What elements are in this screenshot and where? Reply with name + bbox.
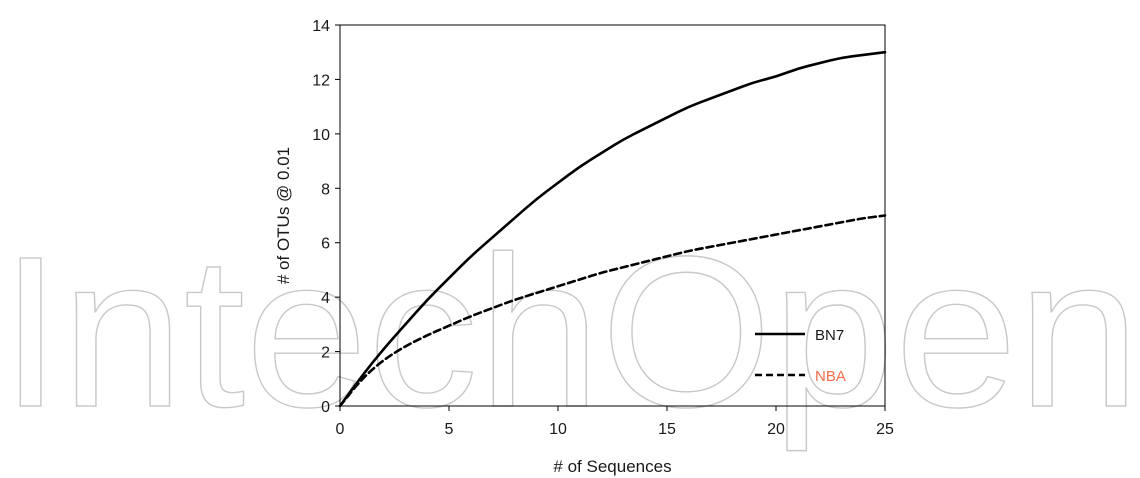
plot-area-frame bbox=[339, 24, 886, 407]
legend-label-nba: NBA bbox=[815, 368, 846, 385]
legend: BN7 NBA bbox=[755, 327, 846, 385]
y-tick-label: 0 bbox=[321, 399, 330, 416]
watermark-text: IntechOpen bbox=[0, 211, 1140, 452]
x-axis-title: # of Sequences bbox=[553, 457, 671, 476]
y-tick-label: 12 bbox=[312, 72, 330, 89]
x-tick-label: 0 bbox=[336, 421, 345, 438]
x-tick-label: 25 bbox=[876, 421, 894, 438]
x-tick-label: 15 bbox=[658, 421, 676, 438]
y-tick-label: 6 bbox=[321, 236, 330, 253]
y-tick-label: 8 bbox=[321, 181, 330, 198]
y-tick-label: 2 bbox=[321, 345, 330, 362]
series-line-bn7 bbox=[338, 50, 887, 408]
x-tick-label: 20 bbox=[767, 421, 785, 438]
series-line-nba bbox=[338, 214, 887, 408]
y-tick-label: 14 bbox=[312, 18, 330, 35]
y-tick-label: 4 bbox=[321, 290, 330, 307]
y-axis-ticks: 0 2 4 6 8 10 12 14 bbox=[312, 18, 340, 416]
x-tick-label: 10 bbox=[549, 421, 567, 438]
y-tick-label: 10 bbox=[312, 127, 330, 144]
series-layer bbox=[338, 50, 887, 408]
x-tick-label: 5 bbox=[445, 421, 454, 438]
y-axis-title: # of OTUs @ 0.01 bbox=[274, 147, 293, 284]
x-axis-ticks: 0 5 10 15 20 25 bbox=[336, 406, 894, 438]
legend-label-bn7: BN7 bbox=[815, 327, 844, 344]
